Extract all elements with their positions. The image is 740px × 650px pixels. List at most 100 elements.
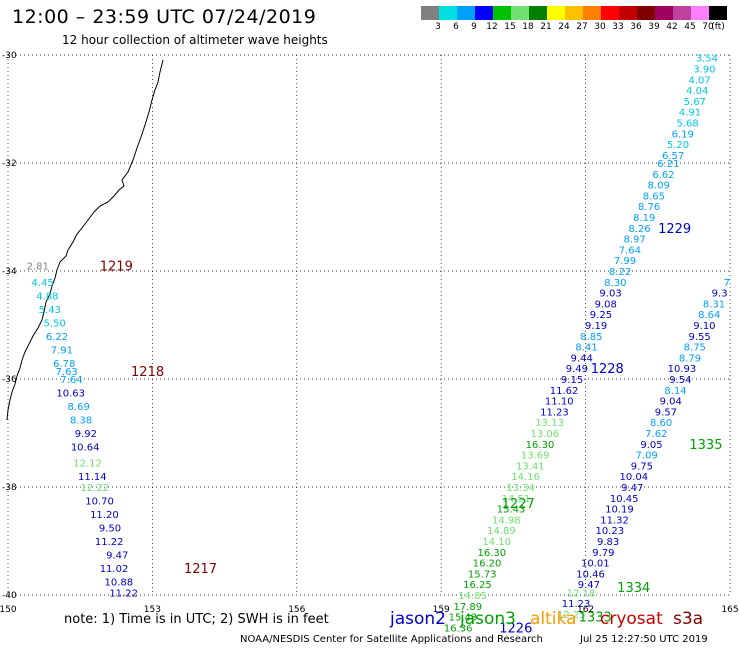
wave-height-value: 15.43 (497, 505, 526, 516)
wave-height-value: 16.36 (444, 623, 473, 634)
pass-time-label: 1219 (100, 260, 133, 275)
wave-height-value: 8.75 (684, 343, 706, 354)
wave-height-value: 9.57 (655, 407, 677, 418)
wave-height-value: 8.79 (679, 353, 701, 364)
wave-height-value: 13.41 (516, 461, 545, 472)
wave-height-value: 9.04 (660, 397, 682, 408)
lat-tick-label: -36 (2, 375, 17, 385)
wave-height-value: 8.30 (604, 278, 626, 289)
wave-height-value: 10.23 (595, 526, 624, 537)
wave-height-value: 9.19 (585, 321, 607, 332)
legend-label: 6 (453, 22, 459, 32)
pass-time-label: 1226 (499, 621, 532, 636)
wave-height-value: 4.88 (36, 291, 58, 302)
wave-height-value: 9.47 (106, 551, 128, 562)
wave-height-value: 9.49 (566, 364, 588, 375)
wave-height-value: 13.13 (535, 418, 564, 429)
legend-label: 18 (522, 22, 534, 32)
pass-time-label: 1333 (579, 611, 612, 626)
wave-height-value: 9.92 (75, 429, 97, 440)
wave-height-value: 11.10 (545, 397, 574, 408)
legend-swatch (529, 6, 547, 20)
legend-swatch (619, 6, 637, 20)
coastline (6, 59, 164, 421)
legend-swatch (709, 6, 727, 20)
lon-tick-label: 165 (721, 605, 738, 615)
wave-height-value: 5.68 (676, 119, 698, 130)
legend-swatch (565, 6, 583, 20)
wave-height-value: 10.93 (668, 364, 697, 375)
wave-height-value: 9.15 (561, 375, 583, 386)
wave-height-value: 9.75 (631, 461, 653, 472)
wave-height-value: 11.20 (90, 510, 119, 521)
wave-height-value: 8.65 (643, 191, 665, 202)
wave-height-value: 6.22 (46, 332, 68, 343)
satellite-cryosat-label: cryosat (600, 609, 663, 629)
wave-height-value: 9.08 (595, 299, 617, 310)
wave-height-value: 10.01 (581, 559, 610, 570)
wave-height-value: 4.91 (679, 108, 701, 119)
wave-height-value: 7.63 (56, 367, 78, 378)
legend-swatch (439, 6, 457, 20)
legend-swatch (673, 6, 691, 20)
wave-height-value: 4.07 (688, 75, 710, 86)
wave-height-value: 6.57 (662, 151, 684, 162)
legend-label: 42 (666, 22, 678, 32)
wave-height-value: 10.19 (605, 505, 634, 516)
satellite-jason2-label: jason2 (390, 609, 446, 629)
wave-height-value: 6.78 (53, 359, 75, 370)
satellite-jason3-label: jason3 (460, 609, 516, 629)
wave-height-value: 11.14 (78, 472, 107, 483)
legend-swatch (421, 6, 439, 20)
wave-height-value: 11.22 (95, 537, 124, 548)
wave-height-value: 10.64 (71, 443, 100, 454)
legend-swatch (583, 6, 601, 20)
wave-height-value: 14.85 (458, 591, 487, 602)
legend-label: 12 (486, 22, 498, 32)
pass-time-label: 1229 (658, 222, 691, 237)
wave-height-value: 9.05 (640, 440, 662, 451)
pass-time-label: 1228 (591, 362, 624, 377)
wave-height-value: 8.38 (70, 416, 92, 427)
lon-tick-label: 153 (144, 605, 161, 615)
wave-height-value: 8.14 (664, 386, 686, 397)
wave-height-value: 14.10 (482, 537, 511, 548)
lat-tick-label: -30 (2, 51, 17, 61)
wave-height-value: 8.31 (703, 299, 725, 310)
wave-height-value: 3.54 (696, 54, 718, 65)
wave-height-value: 13.34 (506, 483, 535, 494)
wave-height-value: 9.55 (688, 332, 710, 343)
wave-height-value: 7.62 (645, 429, 667, 440)
lon-tick-label: 159 (433, 605, 450, 615)
wave-height-value: 3.90 (693, 65, 715, 76)
wave-height-value: 14.98 (492, 515, 521, 526)
legend-swatch (637, 6, 655, 20)
wave-height-value: 8.09 (648, 181, 670, 192)
lon-tick-label: 156 (288, 605, 305, 615)
wave-height-value: 9.50 (99, 524, 121, 535)
legend-swatch (601, 6, 619, 20)
wave-height-value: 10.45 (610, 494, 639, 505)
wave-height-value: 5.43 (39, 305, 61, 316)
pass-time-label: 1217 (184, 562, 217, 577)
wave-height-value: 5.67 (684, 97, 706, 108)
wave-height-value: 16.30 (478, 548, 507, 559)
lon-tick-label: 150 (0, 605, 17, 615)
satellite-altika-label: altika (530, 609, 577, 629)
wave-height-value: 10.88 (105, 578, 134, 589)
color-scale-legend (421, 6, 727, 20)
wave-height-value: 12.18 (567, 588, 596, 599)
wave-height-value: 5.20 (667, 140, 689, 151)
wave-height-value: 9.44 (571, 353, 593, 364)
wave-height-value: 4.45 (31, 278, 53, 289)
wave-height-value: 8.69 (68, 402, 90, 413)
legend-label: 3 (435, 22, 441, 32)
wave-height-value: 7.64 (619, 245, 641, 256)
lat-tick-label: -38 (2, 483, 17, 493)
wave-height-value: 13.06 (530, 429, 559, 440)
wave-height-value: 10.46 (576, 569, 605, 580)
wave-height-value: 6.21 (657, 159, 679, 170)
pass-time-label: 1218 (131, 365, 164, 380)
wave-height-points: 2.814.454.885.435.506.227.916.787.637.64… (27, 54, 730, 635)
